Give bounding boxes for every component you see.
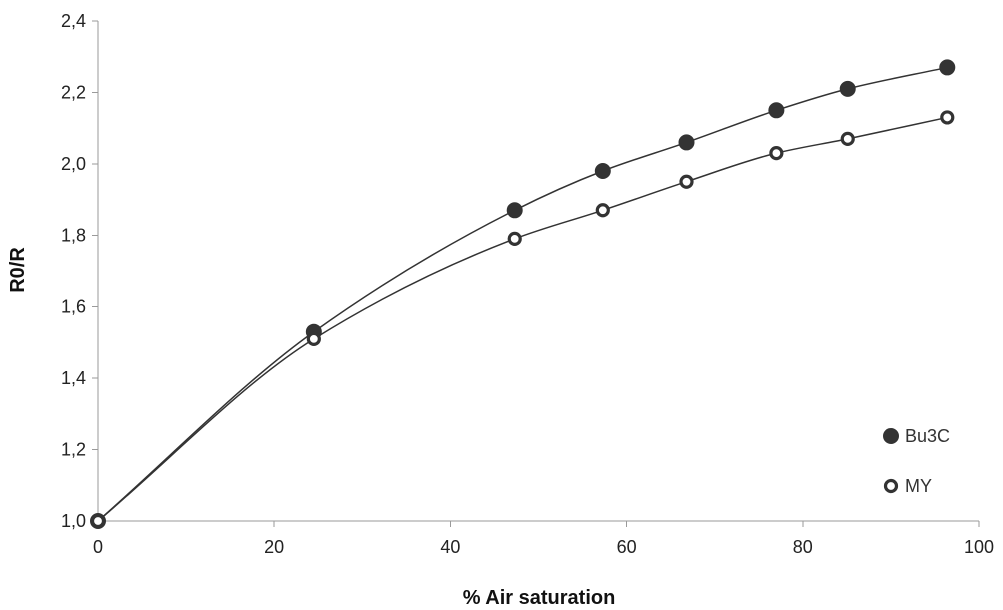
fit-lines bbox=[97, 66, 948, 522]
y-tick-label: 2,2 bbox=[61, 82, 86, 102]
bu3c-data-point bbox=[678, 134, 695, 151]
bu3c-data-point bbox=[939, 59, 956, 76]
y-tick-label: 1,2 bbox=[61, 440, 86, 460]
my-data-point bbox=[940, 110, 955, 125]
my-data-point bbox=[840, 131, 855, 146]
x-axis-title: % Air saturation bbox=[463, 587, 616, 609]
bu3c-fit-line bbox=[97, 66, 948, 522]
my-data-point bbox=[595, 203, 610, 218]
my-data-point bbox=[90, 513, 106, 529]
bu3c-data-point bbox=[506, 202, 523, 219]
legend: Bu3C MY bbox=[883, 426, 950, 496]
y-tick-label: 1,0 bbox=[61, 511, 86, 531]
bu3c-data-point bbox=[839, 80, 856, 97]
x-tick-label: 80 bbox=[793, 537, 813, 557]
tick-marks bbox=[92, 20, 980, 527]
x-tick-label: 100 bbox=[964, 537, 994, 557]
my-fit-line bbox=[97, 116, 948, 522]
x-tick-label: 40 bbox=[440, 537, 460, 557]
x-tick-label: 20 bbox=[264, 537, 284, 557]
y-tick-label: 1,4 bbox=[61, 368, 86, 388]
y-tick-label: 2,4 bbox=[61, 11, 86, 31]
legend-label-my: MY bbox=[905, 476, 932, 496]
x-tick-label: 0 bbox=[93, 537, 103, 557]
axes bbox=[97, 21, 979, 522]
y-tick-label: 1,6 bbox=[61, 297, 86, 317]
my-data-point bbox=[306, 331, 321, 346]
data-points bbox=[90, 59, 956, 529]
y-tick-label: 2,0 bbox=[61, 154, 86, 174]
tick-labels: 1,0 1,2 1,4 1,6 1,8 2,0 2,2 2,4 0 20 40 60 80 100 bbox=[61, 11, 994, 557]
x-tick-label: 60 bbox=[617, 537, 637, 557]
legend-marker-bu3c bbox=[883, 428, 899, 444]
bu3c-data-point bbox=[768, 102, 785, 119]
legend-marker-my bbox=[883, 478, 899, 494]
y-tick-label: 1,8 bbox=[61, 225, 86, 245]
y-axis-title: R0/R bbox=[7, 247, 29, 293]
legend-label-bu3c: Bu3C bbox=[905, 426, 950, 446]
bu3c-data-point bbox=[594, 163, 611, 179]
my-data-point bbox=[679, 174, 694, 189]
my-data-point bbox=[769, 146, 784, 161]
my-data-point bbox=[507, 231, 522, 246]
